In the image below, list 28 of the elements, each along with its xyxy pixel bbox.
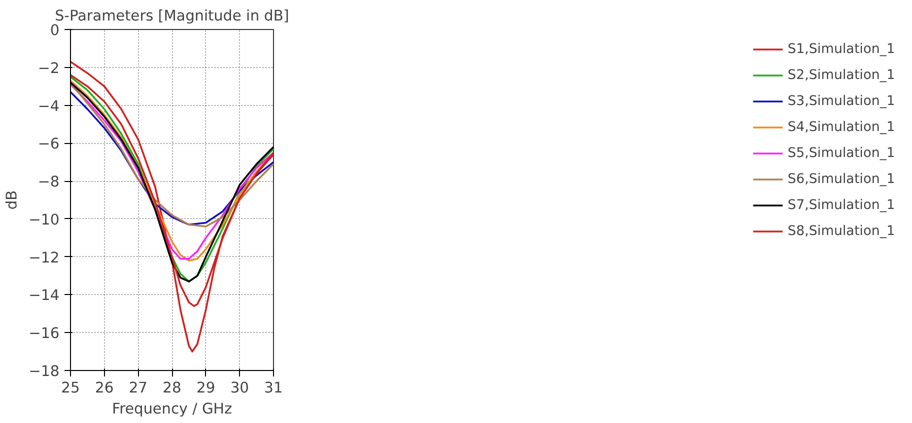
legend-label: S3,Simulation_1 xyxy=(788,94,895,108)
legend-label: S1,Simulation_1 xyxy=(788,42,895,56)
y-tick-label: −4 xyxy=(38,98,60,115)
y-tick-label: −12 xyxy=(28,249,60,266)
y-tick-label: −14 xyxy=(28,287,60,304)
x-tick-label: 25 xyxy=(61,380,80,396)
chart-title: S-Parameters [Magnitude in dB] xyxy=(54,8,290,24)
legend-label: S8,Simulation_1 xyxy=(788,224,895,238)
y-tick-label: 0 xyxy=(50,22,60,39)
legend-label: S2,Simulation_1 xyxy=(788,68,895,82)
x-axis-title: Frequency / GHz xyxy=(112,400,232,418)
legend-label: S4,Simulation_1 xyxy=(788,120,895,134)
x-tick-label: 29 xyxy=(196,380,216,396)
y-tick-label: −6 xyxy=(38,136,60,153)
y-tick-label: −18 xyxy=(28,363,60,380)
x-tick-label: 30 xyxy=(230,380,249,396)
legend-label: S7,Simulation_1 xyxy=(788,198,895,212)
x-tick-label: 27 xyxy=(128,380,148,396)
y-tick-label: −10 xyxy=(28,211,60,228)
legend-label: S6,Simulation_1 xyxy=(788,172,895,186)
y-tick-label: −16 xyxy=(28,325,60,342)
legend-label: S5,Simulation_1 xyxy=(788,146,895,160)
y-tick-label: −8 xyxy=(38,174,60,191)
x-tick-label: 26 xyxy=(95,380,114,396)
y-tick-label: −2 xyxy=(38,60,60,77)
y-axis-title: dB xyxy=(4,190,21,210)
x-tick-label: 31 xyxy=(264,380,283,396)
x-tick-label: 28 xyxy=(162,380,182,396)
